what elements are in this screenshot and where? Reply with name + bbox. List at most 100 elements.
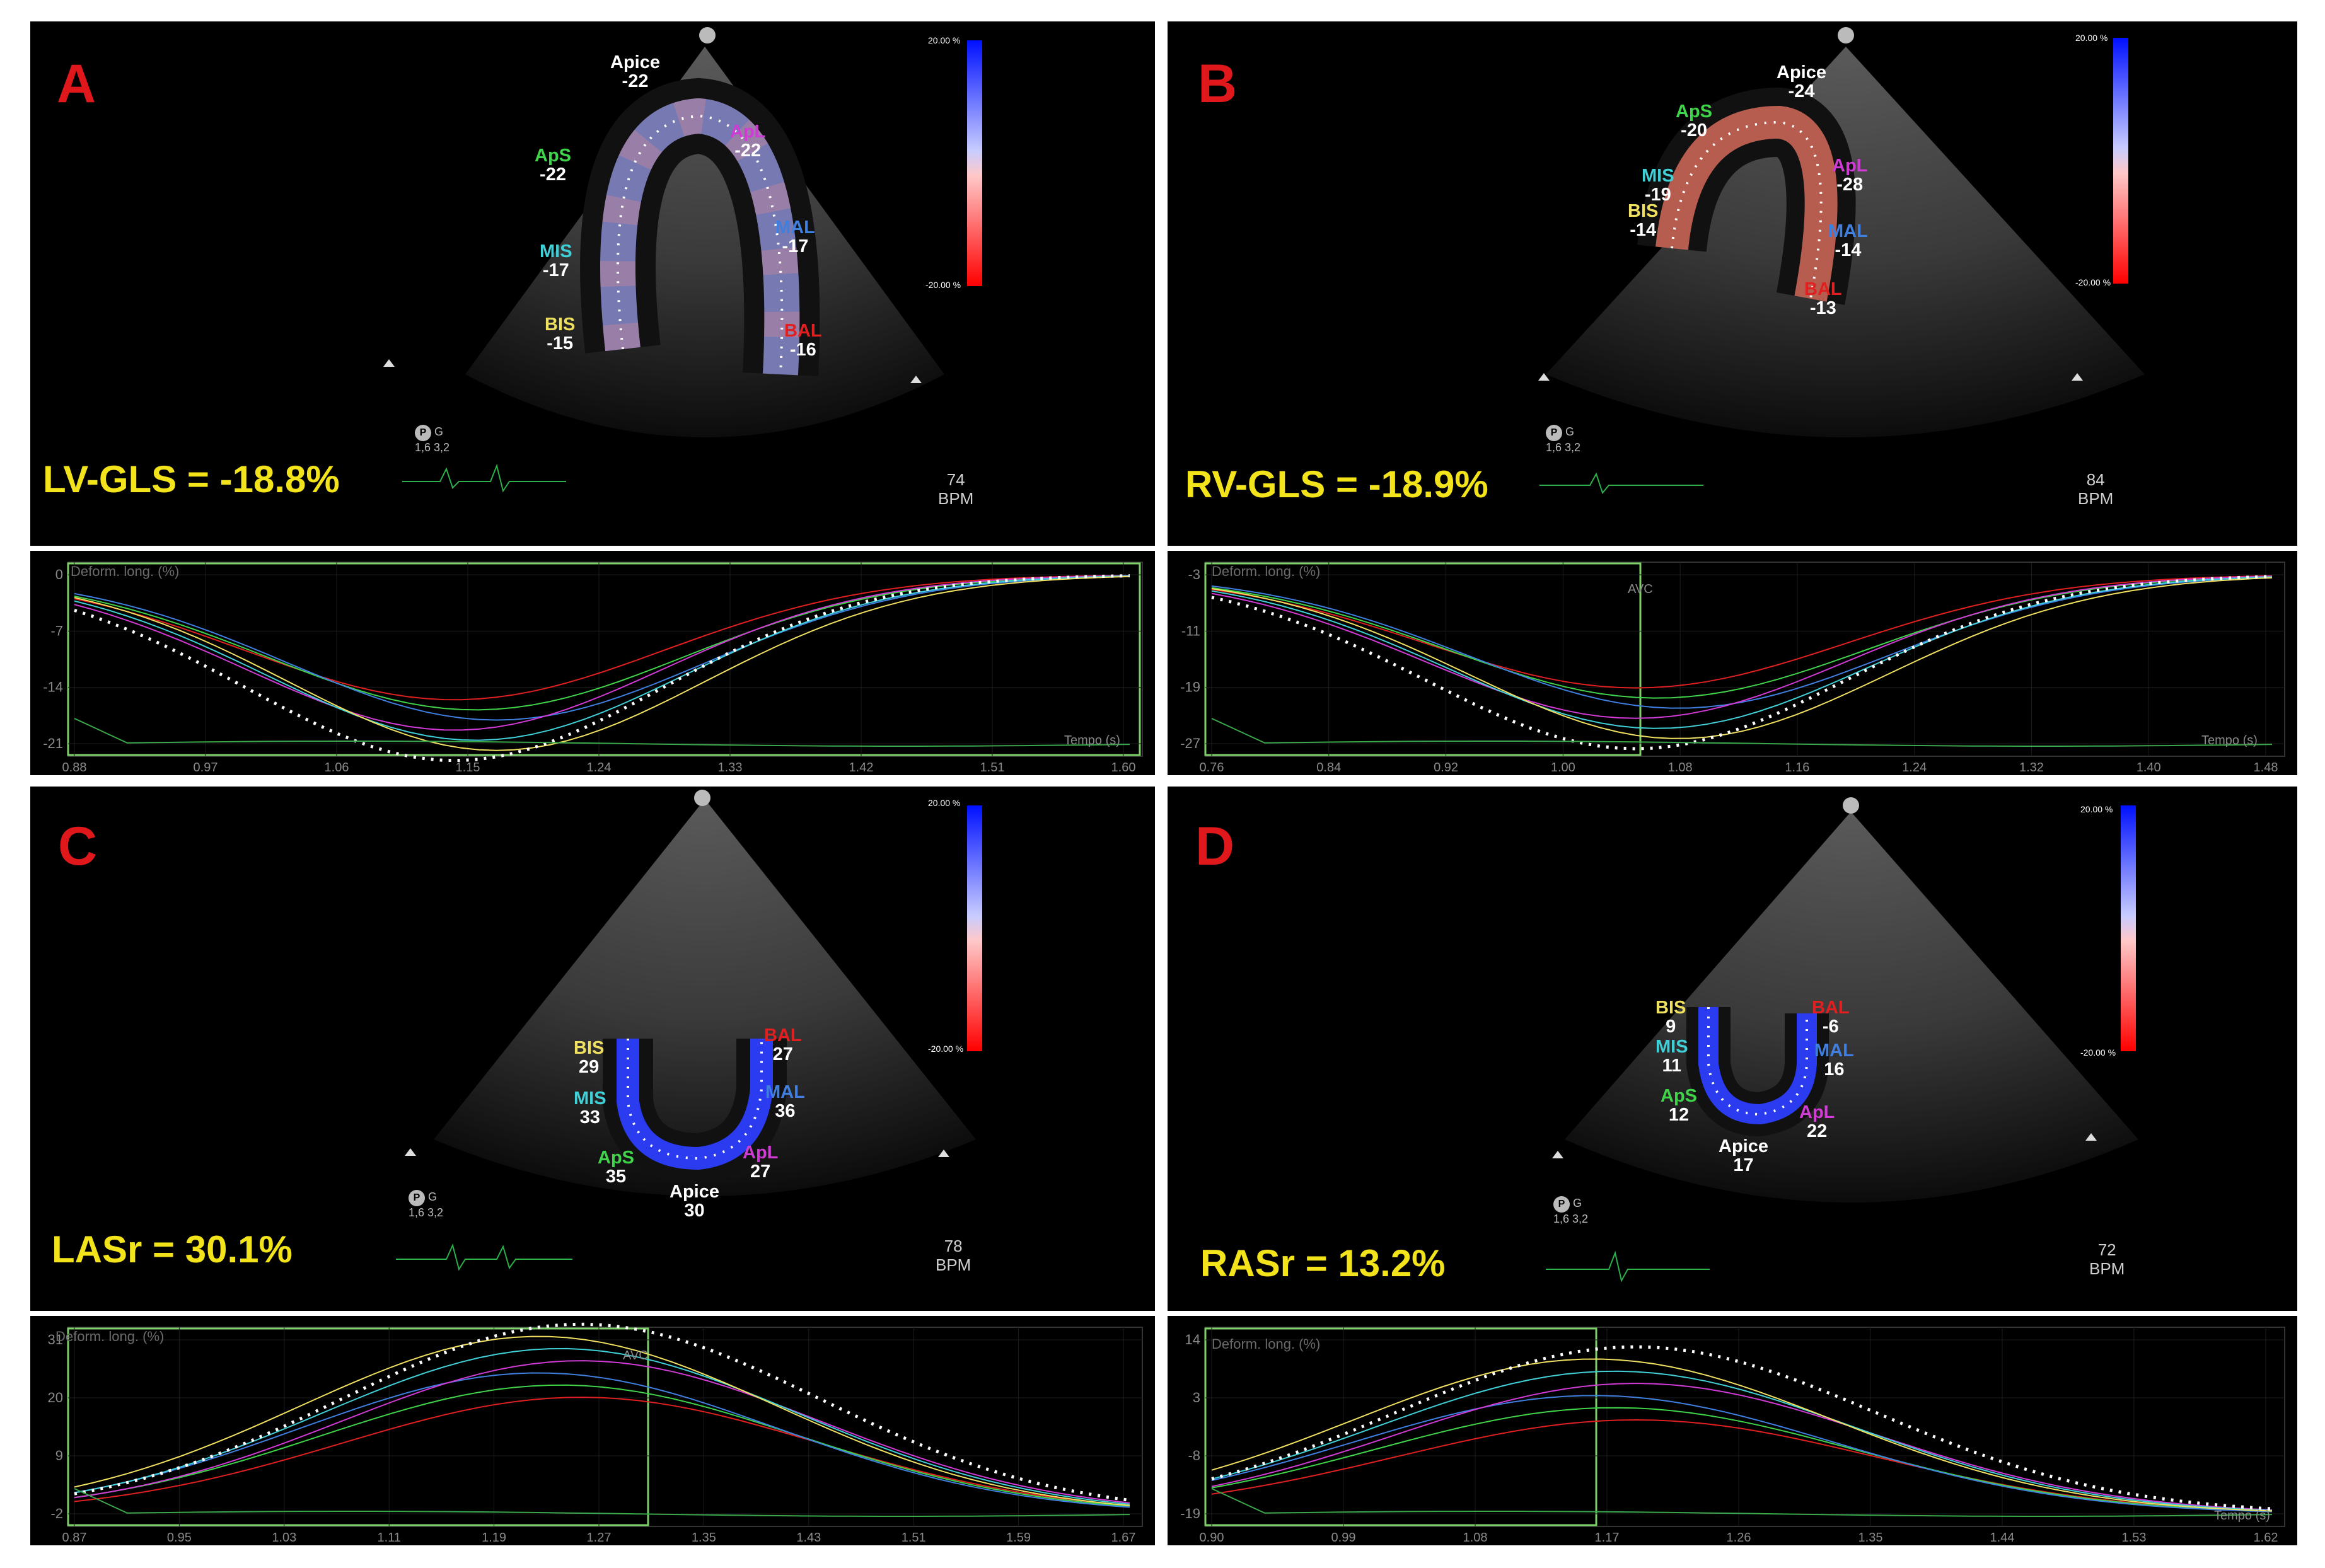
strain-curve bbox=[1211, 1395, 2273, 1513]
panel-label: D bbox=[1195, 816, 1235, 877]
x-tick-label: 1.43 bbox=[796, 1531, 821, 1545]
segment-mis: MIS 11 bbox=[1655, 1037, 1688, 1075]
strain-curve bbox=[74, 575, 1130, 751]
y-tick-label: -11 bbox=[1181, 623, 1200, 638]
segment-value: 35 bbox=[605, 1167, 627, 1187]
x-tick-label: 1.24 bbox=[587, 761, 612, 775]
panel-d-echo: D 20.00 % -20.00 % BIS 9 BAL -6 MIS 11 MAL 1… bbox=[1168, 787, 2297, 1311]
x-tick-label: 1.27 bbox=[587, 1531, 612, 1545]
segment-label: MAL bbox=[775, 217, 815, 238]
panel-c-echo: C 20.00 % -20.00 % BIS 29 BAL 27 MIS 33 MAL… bbox=[30, 787, 1155, 1311]
heart-rate: 78 BPM bbox=[936, 1237, 971, 1274]
segment-bis: BIS 9 bbox=[1655, 998, 1686, 1036]
strain-curve bbox=[74, 1360, 1130, 1504]
probe-indicator: P G 1,6 3,2 bbox=[415, 425, 450, 454]
segment-label: BAL bbox=[1812, 998, 1850, 1018]
segment-value: -22 bbox=[540, 164, 566, 185]
x-tick-label: 1.35 bbox=[692, 1531, 716, 1545]
y-tick-label: -19 bbox=[1180, 1506, 1200, 1521]
x-tick-label: 1.11 bbox=[377, 1531, 400, 1545]
strain-curve bbox=[1211, 1382, 2273, 1511]
strain-curve bbox=[74, 1322, 1130, 1502]
x-axis-label: Tempo (s) bbox=[2201, 734, 2258, 747]
x-tick-label: 0.95 bbox=[167, 1531, 192, 1545]
segment-label: ApS bbox=[598, 1148, 634, 1168]
strain-curves: -3 -11 -19 -270.76 0.84 0.92 1.00 1.08 1.16 1.24 1… bbox=[1180, 562, 2285, 775]
segment-mis: MIS -17 bbox=[540, 242, 572, 280]
x-tick-label: 0.84 bbox=[1316, 761, 1341, 775]
segment-label: BIS bbox=[1628, 201, 1659, 221]
probe-indicator: P G 1,6 3,2 bbox=[1546, 425, 1581, 454]
segment-bal: BAL 27 bbox=[764, 1026, 802, 1064]
ra-echo-image bbox=[1552, 797, 2138, 1202]
segment-label: ApL bbox=[730, 122, 766, 142]
segment-label: Apice bbox=[1777, 62, 1826, 83]
segment-label: MAL bbox=[1828, 221, 1868, 241]
probe-mark: P bbox=[1553, 1196, 1570, 1213]
panel-c-strain-plot: 31 20 9 -2 0.87 0.95 1.03 1.11 1.19 1.27 1.35 1.43 1… bbox=[30, 1316, 1155, 1545]
y-tick-label: 14 bbox=[1185, 1332, 1200, 1347]
ecg-baseline bbox=[74, 1488, 1130, 1517]
segment-value: -16 bbox=[789, 340, 816, 360]
strain-curve bbox=[74, 574, 1130, 763]
x-tick-label: 1.00 bbox=[1551, 761, 1575, 775]
segment-apice: Apice 17 bbox=[1719, 1137, 1768, 1175]
la-echo-image bbox=[405, 790, 982, 1196]
ecg-baseline bbox=[1211, 718, 2273, 747]
segment-label: ApS bbox=[535, 146, 571, 166]
segment-aps: ApS -20 bbox=[1676, 102, 1712, 140]
color-scale-min: -20.00 % bbox=[925, 280, 961, 290]
segment-value: 27 bbox=[772, 1044, 793, 1064]
segment-value: -13 bbox=[1809, 298, 1836, 318]
segment-label: BIS bbox=[1655, 998, 1686, 1018]
segment-mis: MIS 33 bbox=[574, 1089, 606, 1127]
probe-mark: P bbox=[415, 425, 431, 441]
strain-curves: 0 -7 -14 -21 0.88 0.97 1.06 1.15 1.24 1.33 1.42 1.5… bbox=[43, 562, 1143, 775]
segment-label: ApL bbox=[1832, 156, 1868, 176]
segment-value: -6 bbox=[1822, 1017, 1839, 1037]
segment-mal: MAL 16 bbox=[1814, 1041, 1854, 1079]
y-tick-label: 20 bbox=[48, 1390, 63, 1405]
strain-metric: RASr = 13.2% bbox=[1200, 1242, 1446, 1284]
segment-bis: BIS -15 bbox=[545, 315, 575, 353]
segment-label: MAL bbox=[1814, 1041, 1854, 1061]
x-axis-label: Tempo (s) bbox=[1064, 734, 1120, 747]
x-tick-label: 1.48 bbox=[2254, 761, 2278, 775]
y-tick-label: -7 bbox=[50, 623, 63, 638]
x-axis-label: Tempo (s) bbox=[2214, 1509, 2270, 1523]
segment-value: 22 bbox=[1807, 1121, 1828, 1141]
segment-value: 36 bbox=[775, 1101, 796, 1121]
ecg-baseline bbox=[74, 718, 1130, 747]
y-tick-label: -19 bbox=[1180, 679, 1200, 695]
segment-mal: MAL -14 bbox=[1828, 222, 1868, 260]
strain-curve bbox=[1211, 575, 2273, 689]
color-scale-max: 20.00 % bbox=[928, 35, 961, 45]
plot-title: Deform. long. (%) bbox=[71, 563, 180, 579]
x-tick-label: 1.51 bbox=[902, 1531, 926, 1545]
panel-a-echo: A 20.00 % -20.00 % Apice -22 ApS -22 ApL -2… bbox=[30, 21, 1155, 546]
color-scale-min: -20.00 % bbox=[2075, 277, 2111, 287]
segment-label: BIS bbox=[545, 314, 576, 335]
segment-label: BAL bbox=[764, 1025, 802, 1046]
y-tick-label: -3 bbox=[1188, 567, 1200, 582]
segment-label: MIS bbox=[574, 1088, 606, 1109]
probe-mark: P bbox=[1546, 425, 1562, 441]
segment-bis: BIS 29 bbox=[574, 1039, 604, 1076]
segment-apice: Apice 30 bbox=[670, 1182, 719, 1220]
x-tick-label: 1.15 bbox=[456, 761, 480, 775]
segment-mal: MAL -17 bbox=[775, 218, 815, 256]
segment-label: Apice bbox=[610, 52, 660, 72]
strain-curve bbox=[1211, 1407, 2273, 1513]
strain-curves: 31 20 9 -2 0.87 0.95 1.03 1.11 1.19 1.27 1.35 1.43 1… bbox=[48, 1322, 1143, 1545]
y-tick-label: 9 bbox=[55, 1448, 63, 1463]
strain-curve bbox=[1211, 575, 2273, 699]
x-tick-label: 1.53 bbox=[2122, 1531, 2147, 1545]
y-tick-label: 31 bbox=[48, 1332, 63, 1347]
color-scale-max: 20.00 % bbox=[2075, 33, 2108, 43]
strain-curve bbox=[1211, 576, 2273, 729]
segment-value: -22 bbox=[622, 71, 649, 91]
x-tick-label: 1.67 bbox=[1111, 1531, 1136, 1545]
strain-curve bbox=[74, 1372, 1130, 1508]
segment-label: MIS bbox=[1642, 166, 1674, 186]
y-tick-label: 3 bbox=[1193, 1390, 1200, 1405]
